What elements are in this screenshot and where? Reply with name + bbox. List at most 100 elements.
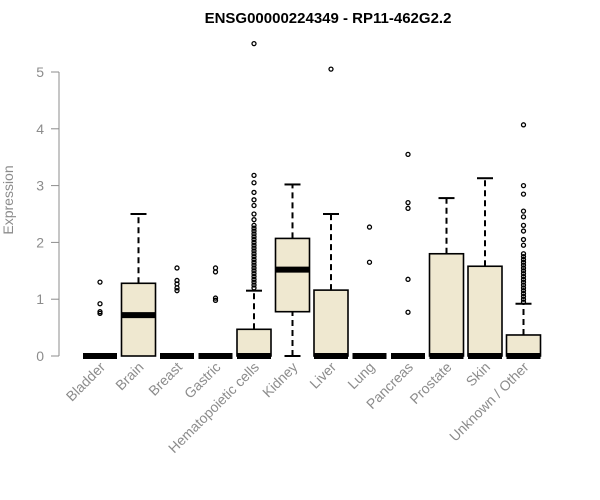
x-category-label: Brain (112, 359, 146, 393)
outlier-point (520, 299, 527, 305)
outlier-point (251, 273, 257, 280)
box-group (505, 122, 542, 359)
outlier-point (520, 251, 527, 257)
outlier-point (251, 180, 257, 186)
outlier-point (174, 265, 180, 271)
outlier-point (251, 202, 257, 209)
y-axis-label: Expression (0, 165, 16, 234)
outlier-point (520, 214, 527, 220)
outlier-point (520, 182, 527, 189)
outlier-point (520, 293, 527, 300)
outlier-point (520, 270, 527, 277)
y-tick-label: 1 (36, 291, 44, 307)
outlier-point (251, 242, 257, 248)
outlier-point (520, 273, 527, 280)
box-group (236, 40, 272, 359)
outlier-point (251, 251, 257, 257)
box-group (198, 265, 233, 359)
outlier-point (251, 276, 257, 282)
outlier-point (520, 282, 527, 288)
outlier-point (174, 288, 180, 294)
y-tick-label: 5 (36, 64, 44, 80)
outlier-point (212, 295, 219, 301)
chart-title: ENSG00000224349 - RP11-462G2.2 (205, 10, 452, 27)
outlier-point (520, 296, 527, 302)
outlier-point (251, 40, 257, 47)
iqr-box (120, 282, 157, 357)
outlier-point (251, 225, 257, 231)
outlier-point (520, 256, 527, 263)
outlier-point (251, 197, 257, 203)
box-group (428, 197, 465, 359)
outlier-point (251, 211, 257, 217)
outlier-point (251, 245, 257, 251)
box-group (391, 151, 425, 359)
outlier-point (520, 276, 527, 282)
outlier-point (251, 228, 257, 234)
outlier-point (520, 222, 527, 229)
x-category-label: Bladder (63, 359, 109, 405)
iqr-box (313, 289, 349, 357)
outlier-point (251, 239, 257, 246)
outlier-point (251, 256, 257, 263)
outlier-point (520, 285, 527, 291)
outlier-point (405, 199, 411, 206)
outlier-point (520, 253, 527, 260)
outlier-point (174, 277, 180, 284)
box-group (160, 265, 194, 359)
outlier-point (251, 282, 257, 288)
iqr-box (274, 237, 311, 313)
outlier-point (251, 285, 257, 291)
outlier-point (251, 262, 257, 268)
box-group (467, 177, 503, 359)
y-tick-label: 4 (36, 121, 44, 137)
outlier-point (405, 276, 411, 282)
outlier-point (251, 279, 257, 285)
box-group (83, 279, 117, 359)
outlier-point (520, 236, 527, 243)
outlier-point (520, 279, 527, 285)
outlier-point (251, 231, 257, 237)
outlier-point (251, 265, 257, 271)
x-category-label: Prostate (406, 359, 454, 407)
y-tick-label: 3 (36, 178, 44, 194)
outlier-point (520, 265, 527, 271)
outlier-point (97, 279, 103, 285)
outlier-point (520, 228, 527, 234)
y-axis-ticks: 0 1 2 3 4 5 (36, 64, 59, 364)
outlier-point (251, 259, 257, 265)
outlier-point (251, 172, 257, 179)
boxplot-series (83, 40, 542, 359)
outlier-point (520, 122, 527, 128)
outlier-point (520, 288, 527, 294)
box-group (274, 183, 311, 357)
outlier-point (366, 259, 373, 265)
iqr-box (467, 265, 503, 357)
outlier-point (520, 191, 527, 197)
x-category-label: Kidney (259, 359, 301, 401)
outlier-point (405, 205, 411, 211)
outlier-point (251, 189, 257, 196)
outlier-point (520, 259, 527, 265)
x-category-label: Breast (145, 359, 185, 399)
outlier-point (328, 66, 334, 72)
outlier-point (251, 222, 257, 229)
outlier-point (251, 217, 257, 223)
outlier-point (405, 151, 411, 158)
outlier-point (520, 268, 527, 274)
outlier-point (251, 248, 257, 254)
iqr-box (505, 334, 542, 357)
outlier-point (97, 309, 103, 315)
box-group (313, 66, 349, 359)
outlier-point (520, 242, 527, 248)
y-tick-label: 0 (36, 348, 44, 364)
outlier-point (520, 208, 527, 214)
x-category-label: Lung (344, 359, 377, 392)
outlier-point (251, 270, 257, 277)
outlier-point (405, 309, 411, 315)
outlier-point (251, 236, 257, 243)
box-group (120, 213, 157, 357)
outlier-point (212, 265, 219, 271)
